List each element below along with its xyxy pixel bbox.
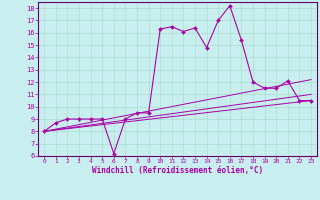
X-axis label: Windchill (Refroidissement éolien,°C): Windchill (Refroidissement éolien,°C) — [92, 166, 263, 175]
